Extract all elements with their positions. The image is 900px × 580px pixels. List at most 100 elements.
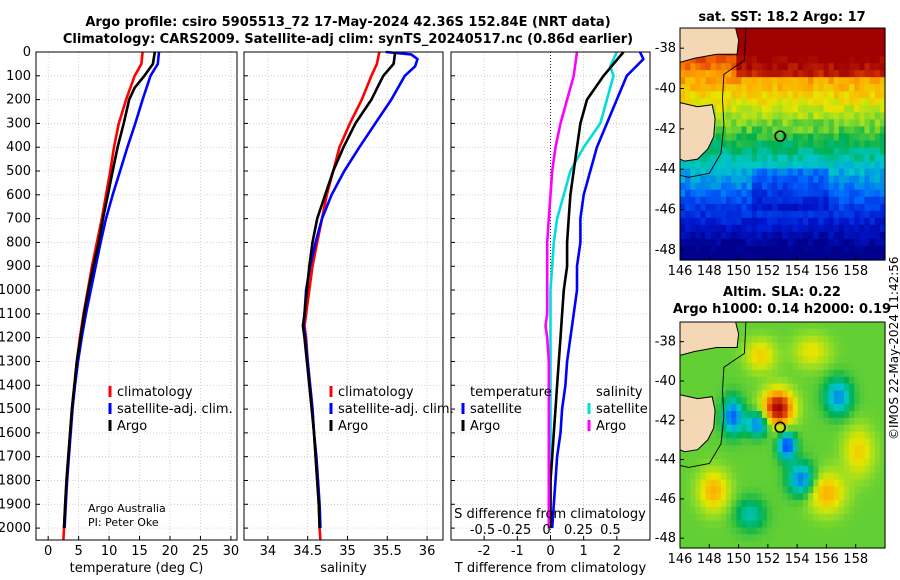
depth-tick-label: 1200: [0, 331, 31, 346]
x-tick-label: 34: [260, 544, 277, 559]
map-sla_map: [679, 321, 886, 549]
depth-tick-label: 800: [6, 235, 31, 250]
land-mainland: [679, 321, 740, 357]
land-mainland: [679, 27, 740, 63]
depth-tick-label: 1900: [0, 497, 31, 512]
depth-tick-label: 1500: [0, 402, 31, 417]
map-x-tick-label: 148: [697, 264, 722, 279]
map-y-tick-label: -40: [655, 374, 676, 389]
figure-title-line2: Climatology: CARS2009. Satellite-adj cli…: [62, 32, 634, 47]
map-x-tick-label: 150: [726, 264, 751, 279]
series-line-t-satellite-adj: [550, 51, 645, 529]
map-y-tick-label: -42: [655, 413, 676, 428]
map-y-tick-label: -48: [655, 243, 676, 258]
series-line-s-satellite: [544, 51, 579, 529]
depth-tick-label: 500: [6, 164, 31, 179]
x-tick-label: 30: [223, 544, 240, 559]
x-axis-label: temperature (deg C): [70, 561, 204, 576]
panel-frame: [243, 51, 444, 541]
legend-label: Argo: [338, 419, 368, 434]
panel-frame: [35, 51, 238, 541]
map-sst_map: [679, 27, 886, 261]
depth-tick-label: 1600: [0, 426, 31, 441]
map-x-tick-label: 158: [843, 552, 868, 567]
x-tick-label: 10: [101, 544, 118, 559]
secondary-tick-label: 0.25: [564, 523, 593, 538]
sla-map-title-line1: Altim. SLA: 0.22: [723, 285, 841, 300]
panel-difference: [450, 51, 651, 541]
x-tick-label: 2: [613, 544, 621, 559]
panel-salinity: [243, 50, 444, 541]
secondary-axis-label: S difference from climatology: [454, 507, 646, 522]
map-y-tick-label: -38: [655, 41, 676, 56]
map-y-tick-label: -48: [655, 531, 676, 546]
depth-tick-label: 600: [6, 188, 31, 203]
legend-label: climatology: [338, 385, 414, 400]
map-x-tick-label: 150: [726, 552, 751, 567]
x-tick-label: 35: [339, 544, 356, 559]
x-axis-label: T difference from climatology: [454, 561, 647, 576]
depth-tick-label: 100: [6, 69, 31, 84]
x-tick-label: 5: [74, 544, 82, 559]
x-tick-label: 20: [162, 544, 179, 559]
depth-tick-label: 1300: [0, 354, 31, 369]
footnote-line: PI: Peter Oke: [88, 516, 159, 529]
x-tick-label: 1: [580, 544, 588, 559]
map-x-tick-label: 154: [785, 264, 810, 279]
legend-head-temperature: temperature: [470, 385, 552, 400]
depth-tick-label: 1100: [0, 307, 31, 322]
x-tick-label: 15: [131, 544, 148, 559]
x-tick-label: 34.5: [293, 544, 322, 559]
legend-label: Argo: [596, 419, 626, 434]
sst-map-title: sat. SST: 18.2 Argo: 17: [698, 10, 865, 25]
depth-tick-label: 1700: [0, 450, 31, 465]
map-frame: [679, 321, 886, 549]
series-line-t-satellite: [549, 51, 618, 529]
map-x-tick-label: 154: [785, 552, 810, 567]
map-y-tick-label: -46: [655, 203, 676, 218]
depth-tick-label: 300: [6, 116, 31, 131]
map-x-tick-label: 152: [755, 552, 780, 567]
map-x-tick-label: 152: [755, 264, 780, 279]
argo-position-marker: [774, 130, 786, 142]
x-tick-label: -2: [478, 544, 491, 559]
series-line-s-argo: [549, 51, 625, 529]
map-x-tick-label: 156: [814, 552, 839, 567]
depth-tick-label: 400: [6, 140, 31, 155]
legend-label: satellite-adj. clim.: [117, 402, 233, 417]
map-x-tick-label: 156: [814, 264, 839, 279]
map-y-tick-label: -40: [655, 82, 676, 97]
land-tasmania: [679, 394, 716, 453]
series-line-argo: [62, 51, 157, 529]
map-y-tick-label: -44: [655, 162, 676, 177]
series-line-argo: [301, 51, 397, 529]
shelf-contour: [679, 27, 747, 178]
map-x-tick-label: 158: [843, 264, 868, 279]
map-x-tick-label: 146: [668, 552, 693, 567]
depth-tick-label: 900: [6, 259, 31, 274]
depth-tick-label: 1000: [0, 283, 31, 298]
map-y-tick-label: -38: [655, 335, 676, 350]
map-y-tick-label: -46: [655, 492, 676, 507]
legend-label: climatology: [117, 385, 193, 400]
panel-temperature: [35, 51, 238, 541]
series-line-climatology: [62, 51, 144, 541]
map-x-tick-label: 148: [697, 552, 722, 567]
land-tasmania: [679, 101, 716, 162]
x-tick-label: 0: [44, 544, 52, 559]
map-x-tick-label: 146: [668, 264, 693, 279]
legend-label: satellite: [470, 402, 522, 417]
depth-tick-label: 700: [6, 212, 31, 227]
x-axis-label: salinity: [320, 561, 367, 576]
figure-title-line1: Argo profile: csiro 5905513_72 17-May-20…: [85, 15, 611, 30]
sla-map-title-line2: Argo h1000: 0.14 h2000: 0.19: [673, 302, 891, 317]
argo-position-marker: [774, 421, 786, 434]
map-y-tick-label: -44: [655, 453, 676, 468]
map-frame: [679, 27, 886, 261]
map-y-tick-label: -42: [655, 122, 676, 137]
legend-label: Argo: [117, 419, 147, 434]
shelf-contour: [679, 321, 747, 468]
depth-tick-label: 2000: [0, 521, 31, 536]
